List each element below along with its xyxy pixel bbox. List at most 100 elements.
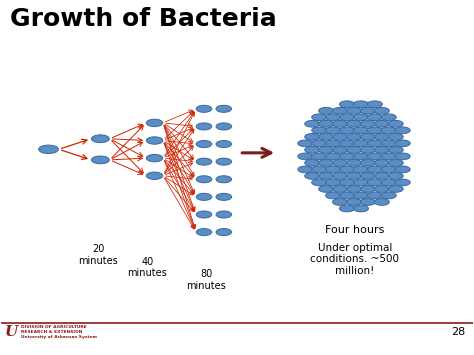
Ellipse shape xyxy=(360,133,375,140)
Ellipse shape xyxy=(333,120,347,127)
Ellipse shape xyxy=(196,211,212,218)
Ellipse shape xyxy=(374,159,389,166)
Ellipse shape xyxy=(216,158,232,165)
Ellipse shape xyxy=(374,108,389,114)
Ellipse shape xyxy=(360,120,375,127)
Ellipse shape xyxy=(326,153,341,160)
Ellipse shape xyxy=(381,127,396,133)
Text: U: U xyxy=(5,325,18,339)
Ellipse shape xyxy=(146,172,163,179)
Ellipse shape xyxy=(374,133,389,140)
Ellipse shape xyxy=(388,120,403,127)
Text: 28: 28 xyxy=(451,327,465,337)
Ellipse shape xyxy=(339,205,355,212)
Ellipse shape xyxy=(381,140,396,147)
Ellipse shape xyxy=(146,154,163,162)
Ellipse shape xyxy=(354,192,368,199)
Ellipse shape xyxy=(367,140,383,147)
Ellipse shape xyxy=(312,166,327,173)
Ellipse shape xyxy=(354,153,368,160)
Ellipse shape xyxy=(326,192,341,199)
Ellipse shape xyxy=(319,120,334,127)
Ellipse shape xyxy=(360,108,375,114)
Ellipse shape xyxy=(333,199,347,205)
Ellipse shape xyxy=(360,147,375,153)
Ellipse shape xyxy=(354,101,368,108)
Ellipse shape xyxy=(367,127,383,133)
Ellipse shape xyxy=(196,105,212,112)
Ellipse shape xyxy=(367,166,383,173)
Ellipse shape xyxy=(312,114,327,121)
Ellipse shape xyxy=(146,119,163,127)
Ellipse shape xyxy=(319,147,334,153)
Ellipse shape xyxy=(326,114,341,121)
Ellipse shape xyxy=(146,137,163,144)
Ellipse shape xyxy=(360,159,375,166)
Ellipse shape xyxy=(374,186,389,192)
Ellipse shape xyxy=(381,166,396,173)
Ellipse shape xyxy=(381,114,396,121)
Ellipse shape xyxy=(346,147,362,153)
Ellipse shape xyxy=(312,127,327,133)
Ellipse shape xyxy=(333,186,347,192)
Ellipse shape xyxy=(91,156,109,164)
Ellipse shape xyxy=(326,127,341,133)
Ellipse shape xyxy=(339,140,355,147)
Ellipse shape xyxy=(305,133,320,140)
Ellipse shape xyxy=(339,114,355,121)
Ellipse shape xyxy=(367,101,383,108)
Ellipse shape xyxy=(360,186,375,192)
Ellipse shape xyxy=(374,147,389,153)
Ellipse shape xyxy=(388,147,403,153)
Text: 20
minutes: 20 minutes xyxy=(78,245,118,266)
Ellipse shape xyxy=(298,140,313,147)
Ellipse shape xyxy=(216,105,232,112)
Text: Under optimal
conditions. ~500
million!: Under optimal conditions. ~500 million! xyxy=(310,243,399,276)
Ellipse shape xyxy=(395,140,410,147)
Ellipse shape xyxy=(346,133,362,140)
Ellipse shape xyxy=(333,133,347,140)
Ellipse shape xyxy=(354,166,368,173)
Ellipse shape xyxy=(305,173,320,179)
Ellipse shape xyxy=(312,140,327,147)
Ellipse shape xyxy=(388,173,403,179)
Ellipse shape xyxy=(312,179,327,186)
Ellipse shape xyxy=(326,166,341,173)
Ellipse shape xyxy=(312,153,327,160)
Ellipse shape xyxy=(395,153,410,160)
Ellipse shape xyxy=(381,153,396,160)
Ellipse shape xyxy=(216,123,232,130)
Ellipse shape xyxy=(339,192,355,199)
Ellipse shape xyxy=(381,192,396,199)
Ellipse shape xyxy=(339,153,355,160)
Ellipse shape xyxy=(333,159,347,166)
Ellipse shape xyxy=(367,179,383,186)
Ellipse shape xyxy=(319,108,334,114)
Ellipse shape xyxy=(388,133,403,140)
Ellipse shape xyxy=(298,166,313,173)
Ellipse shape xyxy=(346,108,362,114)
Text: Four hours: Four hours xyxy=(325,225,384,235)
Ellipse shape xyxy=(346,186,362,192)
Ellipse shape xyxy=(298,153,313,160)
Ellipse shape xyxy=(339,101,355,108)
Text: 80
minutes: 80 minutes xyxy=(186,269,226,291)
Ellipse shape xyxy=(388,186,403,192)
Ellipse shape xyxy=(395,127,410,133)
Ellipse shape xyxy=(319,186,334,192)
Ellipse shape xyxy=(354,140,368,147)
Ellipse shape xyxy=(196,123,212,130)
Ellipse shape xyxy=(91,135,109,143)
Ellipse shape xyxy=(395,179,410,186)
Ellipse shape xyxy=(360,199,375,205)
Ellipse shape xyxy=(374,173,389,179)
Ellipse shape xyxy=(333,147,347,153)
Ellipse shape xyxy=(333,108,347,114)
Text: DIVISION OF AGRICULTURE
RESEARCH & EXTENSION
University of Arkansas System: DIVISION OF AGRICULTURE RESEARCH & EXTEN… xyxy=(21,325,97,339)
Ellipse shape xyxy=(216,193,232,200)
Ellipse shape xyxy=(346,173,362,179)
Ellipse shape xyxy=(196,229,212,236)
Ellipse shape xyxy=(354,205,368,212)
Ellipse shape xyxy=(38,145,58,154)
Ellipse shape xyxy=(216,229,232,236)
